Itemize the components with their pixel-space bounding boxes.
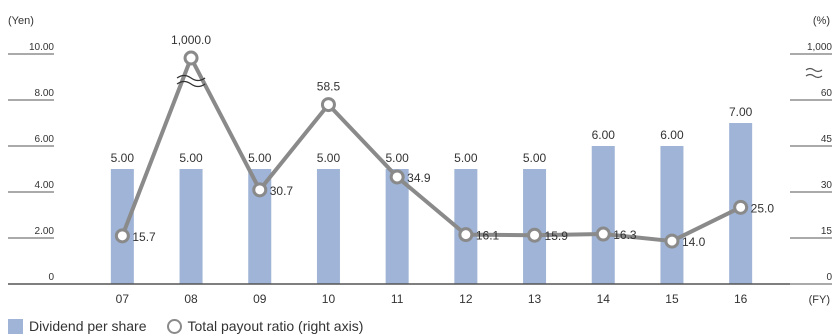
bar <box>660 146 684 284</box>
line-point <box>183 50 199 66</box>
legend-bar-swatch <box>8 318 23 334</box>
legend: Dividend per share Total payout ratio (r… <box>8 316 363 336</box>
bar-value-label: 6.00 <box>592 128 616 142</box>
left-tick-marks: 0 2.00 4.00 6.00 8.00 10.00 <box>8 42 55 285</box>
left-tick-label: 0 <box>48 272 54 283</box>
bar-value-label: 5.00 <box>111 151 135 165</box>
x-tick-label: 09 <box>253 292 267 306</box>
line-point <box>389 169 405 185</box>
line-value-label: 58.5 <box>317 80 341 94</box>
left-tick-label: 4.00 <box>35 180 55 191</box>
right-tick-marks: 0 15 30 45 60 1,000 <box>790 42 832 285</box>
bar <box>385 169 409 284</box>
x-tick-labels: 07 08 09 10 11 12 13 14 15 16 <box>116 292 748 306</box>
bar-value-label: 5.00 <box>523 151 547 165</box>
line-labels: 15.7 1,000.0 30.7 58.5 34.9 16.1 15.9 16.3 14.0 2… <box>132 33 774 249</box>
bar <box>523 169 547 284</box>
right-tick-label: 1,000 <box>807 42 832 53</box>
y2-axis-label: (%) <box>813 15 830 27</box>
left-tick-label: 6.00 <box>35 134 55 145</box>
line-value-label: 16.1 <box>476 229 500 243</box>
line-value-label: 14.0 <box>682 235 706 249</box>
x-tick-label: 10 <box>322 292 336 306</box>
line-value-label: 34.9 <box>407 171 431 185</box>
line-value-label: 16.3 <box>613 228 637 242</box>
right-tick-label: 60 <box>821 88 832 99</box>
legend-line-label: Total payout ratio (right axis) <box>187 318 364 334</box>
line-series <box>114 50 749 249</box>
right-axis-break-icon <box>805 67 823 79</box>
right-tick-label: 45 <box>821 134 832 145</box>
bar-value-label: 5.00 <box>317 151 341 165</box>
line-point <box>527 227 543 243</box>
bar-value-label: 7.00 <box>729 105 753 119</box>
line-point <box>252 182 268 198</box>
line-value-label: 25.0 <box>751 201 775 215</box>
line-value-label: 30.7 <box>270 184 294 198</box>
x-axis-label: (FY) <box>809 294 830 306</box>
bar-series <box>110 123 753 284</box>
x-tick-label: 16 <box>734 292 748 306</box>
chart-canvas: (Yen) (%) (FY) 0 2.00 4.00 6.00 8.00 10.00 0 1… <box>8 15 832 306</box>
left-tick-label: 10.00 <box>29 42 54 53</box>
legend-bar-label: Dividend per share <box>29 318 147 334</box>
bar <box>110 169 134 284</box>
line-value-label: 15.9 <box>545 229 569 243</box>
x-tick-label: 14 <box>597 292 611 306</box>
bar-value-label: 5.00 <box>454 151 478 165</box>
line-point <box>664 233 680 249</box>
right-tick-label: 30 <box>821 180 832 191</box>
right-tick-label: 0 <box>826 272 832 283</box>
line-point <box>320 97 336 113</box>
x-tick-label: 13 <box>528 292 542 306</box>
y-axis-label: (Yen) <box>8 15 34 27</box>
bar-value-label: 5.00 <box>179 151 203 165</box>
x-tick-label: 12 <box>459 292 473 306</box>
bar <box>248 169 272 284</box>
bar-value-label: 5.00 <box>248 151 272 165</box>
bar <box>179 169 203 284</box>
line-point <box>733 199 749 215</box>
bar <box>454 169 478 284</box>
x-tick-label: 08 <box>184 292 198 306</box>
bar-value-label: 5.00 <box>385 151 409 165</box>
bar <box>316 169 340 284</box>
line-point <box>458 227 474 243</box>
right-tick-label: 15 <box>821 226 832 237</box>
x-tick-label: 15 <box>665 292 679 306</box>
bar-labels: 5.00 5.00 5.00 5.00 5.00 5.00 5.00 6.00 6.00 7.00 <box>111 105 753 165</box>
line-point <box>595 226 611 242</box>
x-tick-label: 11 <box>391 292 404 306</box>
legend-line-swatch <box>166 318 182 334</box>
bar-value-label: 6.00 <box>660 128 684 142</box>
left-tick-label: 2.00 <box>35 226 55 237</box>
bar <box>591 146 615 284</box>
x-tick-label: 07 <box>116 292 130 306</box>
line-point <box>114 228 130 244</box>
left-tick-label: 8.00 <box>35 88 55 99</box>
line-value-label: 15.7 <box>132 230 156 244</box>
series-line <box>120 56 742 244</box>
line-value-label: 1,000.0 <box>171 33 211 47</box>
line-break-icon <box>176 74 206 88</box>
